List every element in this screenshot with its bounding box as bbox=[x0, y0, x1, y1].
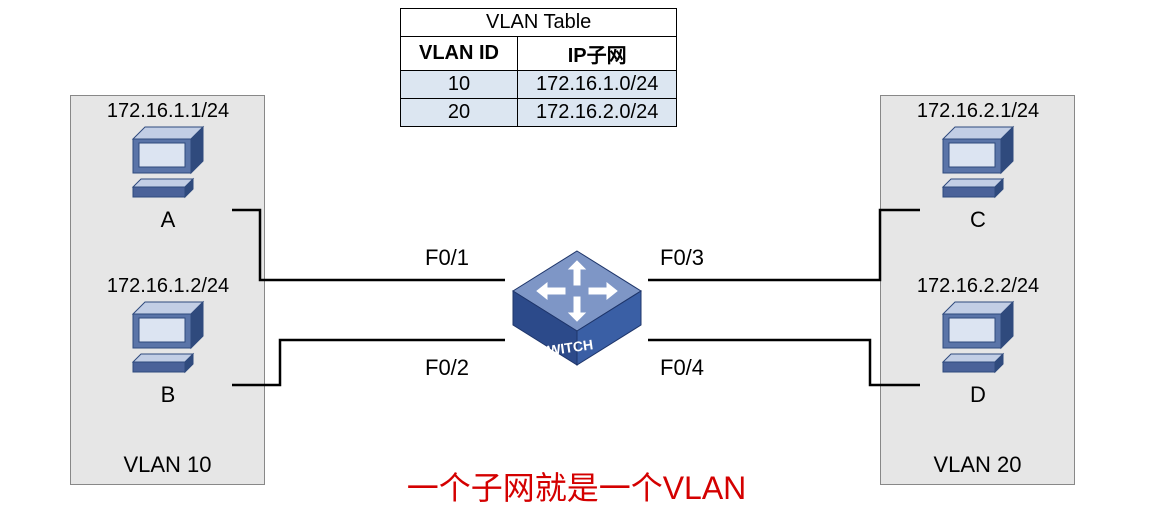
host-c: 172.16.2.1/24 C bbox=[893, 100, 1063, 233]
table-row: 10 172.16.1.0/24 bbox=[401, 71, 677, 99]
host-a-name: A bbox=[83, 207, 253, 233]
host-b-name: B bbox=[83, 382, 253, 408]
table-row: 20 172.16.2.0/24 bbox=[401, 99, 677, 127]
pc-icon bbox=[933, 300, 1023, 375]
host-c-name: C bbox=[893, 207, 1063, 233]
switch-icon bbox=[507, 245, 647, 375]
table-col-vlanid: VLAN ID bbox=[401, 37, 518, 71]
port-f04: F0/4 bbox=[660, 355, 704, 381]
pc-icon bbox=[123, 125, 213, 200]
host-a-ip: 172.16.1.1/24 bbox=[83, 100, 253, 123]
port-f02: F0/2 bbox=[425, 355, 469, 381]
pc-icon bbox=[123, 300, 213, 375]
host-a: 172.16.1.1/24 A bbox=[83, 100, 253, 233]
pc-icon bbox=[933, 125, 1023, 200]
table-title: VLAN Table bbox=[401, 9, 677, 37]
host-b-ip: 172.16.1.2/24 bbox=[83, 275, 253, 298]
table-col-subnet: IP子网 bbox=[518, 37, 677, 71]
vlan-table: VLAN Table VLAN ID IP子网 10 172.16.1.0/24… bbox=[400, 8, 677, 127]
port-f03: F0/3 bbox=[660, 245, 704, 271]
host-b: 172.16.1.2/24 B bbox=[83, 275, 253, 408]
host-d-name: D bbox=[893, 382, 1063, 408]
host-d-ip: 172.16.2.2/24 bbox=[893, 275, 1063, 298]
host-c-ip: 172.16.2.1/24 bbox=[893, 100, 1063, 123]
caption-text: 一个子网就是一个VLAN bbox=[0, 463, 1153, 509]
host-d: 172.16.2.2/24 D bbox=[893, 275, 1063, 408]
port-f01: F0/1 bbox=[425, 245, 469, 271]
